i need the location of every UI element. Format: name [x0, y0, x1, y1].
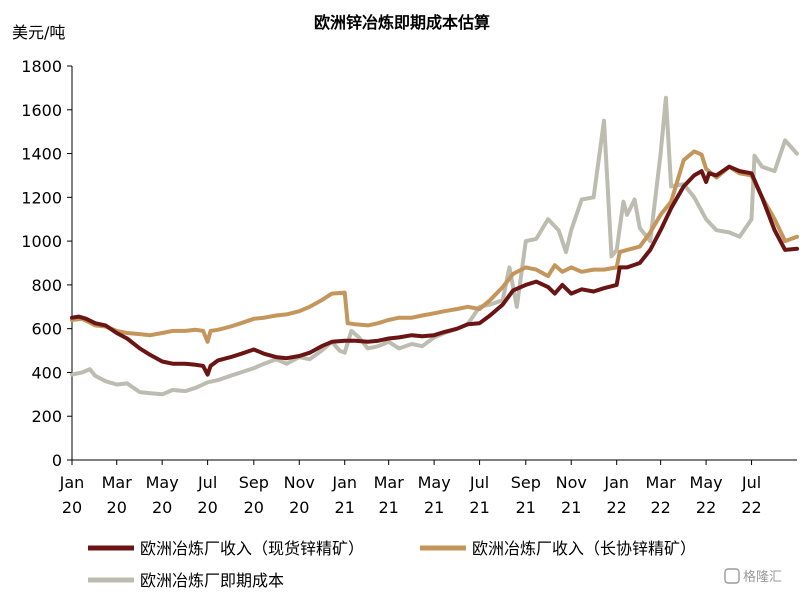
y-tick-label: 0 [52, 451, 62, 470]
x-tick-month: Jan [331, 473, 357, 492]
y-tick-label: 400 [31, 363, 62, 382]
x-tick-year: 22 [607, 498, 627, 517]
x-tick-year: 22 [696, 498, 716, 517]
x-tick-month: Jan [59, 473, 85, 492]
watermark: 格隆汇 [724, 568, 782, 585]
x-tick-year: 21 [561, 498, 581, 517]
y-axis: 0 200 400 600 800 1000 1200 1400 1600 1800 [21, 57, 73, 470]
x-tick-month: Mar [102, 473, 133, 492]
x-tick-year: 20 [197, 498, 217, 517]
x-tick-month: Sep [239, 473, 269, 492]
y-tick-label: 1600 [21, 101, 62, 120]
x-tick-year: 22 [650, 498, 670, 517]
y-tick-label: 1400 [21, 145, 62, 164]
series-line-2 [70, 95, 799, 397]
series-line-1 [70, 149, 799, 344]
legend-label: 欧洲冶炼厂即期成本 [140, 571, 284, 590]
x-tick-year: 21 [469, 498, 489, 517]
x-tick-month: Mar [646, 473, 677, 492]
x-tick-month: Nov [556, 473, 587, 492]
legend-item-1: 欧洲冶炼厂收入（长协锌精矿） [420, 539, 696, 558]
series-layer [70, 95, 799, 397]
chart-title: 欧洲锌冶炼即期成本估算 [314, 13, 490, 32]
legend-label: 欧洲冶炼厂收入（现货锌精矿） [140, 539, 364, 558]
x-tick-month: May [690, 473, 723, 492]
x-tick-month: Jan [603, 473, 629, 492]
series-line-0 [70, 164, 799, 377]
legend-item-0: 欧洲冶炼厂收入（现货锌精矿） [88, 539, 364, 558]
x-tick-year: 20 [289, 498, 309, 517]
y-tick-label: 1200 [21, 188, 62, 207]
legend: 欧洲冶炼厂收入（现货锌精矿） 欧洲冶炼厂收入（长协锌精矿） 欧洲冶炼厂即期成本 [88, 539, 696, 590]
x-tick-year: 21 [335, 498, 355, 517]
y-tick-label: 1800 [21, 57, 62, 76]
x-tick-month: Jul [741, 473, 761, 492]
x-tick-year: 22 [741, 498, 761, 517]
y-axis-unit: 美元/吨 [12, 23, 65, 42]
legend-item-2: 欧洲冶炼厂即期成本 [88, 571, 284, 590]
x-axis: Jan 20 Mar 20 May 20 Jul 20 Sep 20 Nov 20 Jan 21 Mar 21… [59, 459, 797, 517]
x-tick-month: May [418, 473, 451, 492]
x-tick-year: 21 [516, 498, 536, 517]
x-tick-year: 20 [152, 498, 172, 517]
x-tick-month: Jul [469, 473, 489, 492]
y-tick-label: 800 [31, 276, 62, 295]
watermark-logo-icon [724, 568, 740, 584]
x-tick-year: 21 [378, 498, 398, 517]
x-tick-year: 20 [107, 498, 127, 517]
x-tick-month: May [146, 473, 179, 492]
x-tick-month: Nov [284, 473, 315, 492]
x-tick-year: 21 [424, 498, 444, 517]
legend-label: 欧洲冶炼厂收入（长协锌精矿） [472, 539, 696, 558]
x-tick-month: Mar [374, 473, 405, 492]
x-tick-year: 20 [62, 498, 82, 517]
x-tick-month: Jul [197, 473, 217, 492]
x-tick-year: 20 [244, 498, 264, 517]
y-tick-label: 200 [31, 407, 62, 426]
y-tick-label: 1000 [21, 232, 62, 251]
watermark-text: 格隆汇 [743, 569, 782, 585]
y-tick-label: 600 [31, 320, 62, 339]
x-tick-month: Sep [511, 473, 541, 492]
